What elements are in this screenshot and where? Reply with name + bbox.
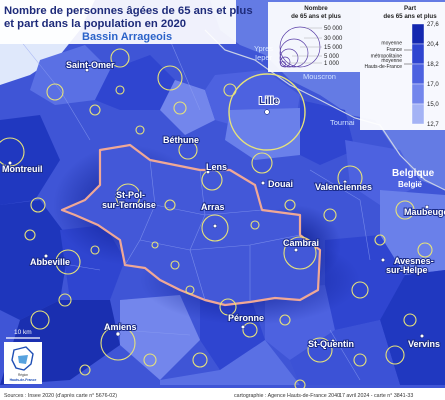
circle-douai (251, 152, 273, 174)
logo-line2: Hauts-de-France (10, 378, 37, 382)
circle-1 (157, 65, 183, 91)
legend-swatch-0 (411, 23, 425, 45)
label-tournai: Tournai (330, 118, 355, 127)
label-st-pol-2: sur-Ternoise (102, 200, 156, 210)
circle-bethune (178, 140, 198, 160)
label-st-pol-1: St-Pol- (116, 190, 145, 200)
scale-label: 10 km (14, 329, 32, 336)
legend-marker-label-0-0: moyenne (381, 41, 402, 47)
legend-marker-label-0-1: France (386, 47, 402, 53)
city-dots (7, 67, 430, 344)
label-valenciennes: Valenciennes (315, 182, 372, 192)
size-legend-title-1: Nombre (304, 5, 328, 12)
size-value-50000: 50 000 (324, 26, 343, 32)
label-arras: Arras (201, 202, 225, 212)
legend-break-1: 20,4 (427, 42, 439, 48)
legend-break-2: 18,2 (427, 62, 439, 68)
circle-stpol (115, 183, 141, 209)
legend-marker-label-1-1: Hauts-de-France (364, 64, 402, 70)
legend-swatch-3 (411, 83, 425, 105)
label-st-quentin: St-Quentin (308, 339, 354, 349)
label-saint-omer: Saint-Omer (66, 60, 115, 70)
legend-breaks: 27,6 20,4 18,2 17,0 15,0 12,7 (427, 22, 439, 128)
legend-break-0: 27,6 (427, 22, 439, 28)
footer-credit: cartographie : Agence Hauts-de-France 20… (234, 393, 340, 399)
circle-peronne (242, 322, 258, 338)
city-labels: Saint-Omer Lille Béthune Lens Douai Vale… (1, 59, 445, 350)
circle-4 (30, 197, 46, 213)
circle-lens (201, 169, 223, 191)
national-border (204, 29, 445, 191)
color-legend: Part des 65 ans et plus 27,6 20,4 18,2 17,0… (360, 2, 445, 130)
label-lens: Lens (206, 162, 227, 172)
footer: Sources : Insee 2020 (d'après carte n° 5… (0, 388, 445, 400)
logo-line1: Région (18, 373, 28, 377)
size-legend-title-2: de 65 ans et plus (291, 13, 341, 20)
circle-3 (46, 83, 64, 101)
size-legend: Nombre de 65 ans et plus 50 000 30 000 1… (268, 2, 360, 72)
label-belgique: Belgique (392, 168, 435, 179)
title-block: Nombre de personnes âgées de 65 ans et p… (0, 0, 253, 44)
circle-valenciennes (337, 165, 363, 191)
label-amiens: Amiens (104, 322, 137, 332)
map-subtitle: Bassin Arrageois (82, 31, 172, 43)
legend-marker-label-0-2: métropolitaine (371, 53, 403, 59)
label-ypres: Ypres (254, 44, 273, 53)
label-peronne: Péronne (228, 313, 264, 323)
color-legend-title-2: des 65 ans et plus (383, 13, 437, 20)
legend-swatches (411, 23, 425, 125)
footer-date: 17 avril 2024 - carte n° 3841-33 (339, 393, 413, 399)
circle-6 (219, 298, 237, 316)
label-mouscron: Mouscron (303, 72, 336, 81)
label-montreuil: Montreuil (2, 164, 43, 174)
label-bethune: Béthune (163, 135, 199, 145)
foreign-labels: Ypres Ieper Mouscron Tournai Belgique Be… (254, 44, 435, 189)
circle-amiens (100, 325, 136, 361)
label-avesnes-1: Avesnes- (394, 256, 434, 266)
size-value-1000: 1 000 (324, 61, 340, 67)
size-value-15000: 15 000 (324, 45, 343, 51)
circle-2 (110, 48, 130, 68)
size-value-30000: 30 000 (324, 36, 343, 42)
circle-stquentin (307, 337, 333, 363)
label-cambrai: Cambrai (283, 238, 319, 248)
footer-sources: Sources : Insee 2020 (d'après carte n° 5… (4, 393, 117, 399)
legend-swatch-4 (411, 103, 425, 125)
map-title-line1: Nombre de personnes âgées de 65 ans et p… (4, 5, 253, 17)
scale-bar: 10 km (6, 329, 40, 339)
circle-lille (228, 73, 306, 151)
circle-arras (201, 214, 229, 242)
size-value-5000: 5 000 (324, 54, 340, 60)
region-logo: Région Hauts-de-France (4, 342, 42, 384)
circle-7 (173, 101, 187, 115)
label-ieper: Ieper (255, 53, 273, 62)
label-douai: Douai (268, 179, 293, 189)
label-vervins: Vervins (408, 339, 440, 349)
legend-swatch-1 (411, 43, 425, 65)
legend-marker-label-1-0: moyenne (381, 58, 402, 64)
circle-cambrai (283, 236, 317, 270)
proportional-circles (0, 48, 433, 391)
legend-swatch-2 (411, 63, 425, 85)
color-legend-title-1: Part (404, 5, 416, 12)
legend-break-4: 15,0 (427, 102, 439, 108)
label-avesnes-2: sur-Helpe (386, 265, 428, 275)
commune-borders (19, 39, 371, 381)
label-belgie: België (398, 180, 423, 189)
circle-maubeuge (395, 200, 415, 220)
circle-abbeville (55, 249, 81, 275)
label-abbeville: Abbeville (30, 257, 70, 267)
circle-5 (351, 281, 369, 299)
circle-montreuil (0, 137, 25, 167)
label-lille: Lille (259, 96, 279, 107)
legend-markers: moyenneFrancemétropolitainemoyenneHauts-… (364, 41, 412, 70)
label-maubeuge: Maubeuge (404, 207, 445, 217)
map-title-line2: et part dans la population en 2020 (4, 18, 186, 30)
legend-break-5: 12,7 (427, 122, 439, 128)
legend-break-3: 17,0 (427, 82, 439, 88)
